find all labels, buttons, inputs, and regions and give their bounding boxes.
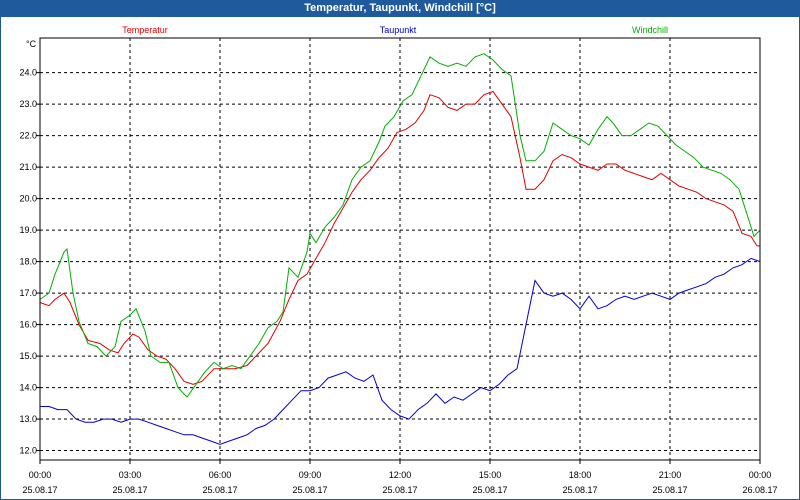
x-tick-time: 09:00 — [299, 470, 322, 480]
y-tick-label: 14.0 — [19, 383, 37, 393]
legend-windchill: Windchill — [632, 25, 668, 35]
series-lines — [39, 53, 761, 445]
y-axis-label: °C — [26, 39, 37, 49]
legend-temperatur: Temperatur — [122, 25, 168, 35]
y-tick-label: 22.0 — [19, 131, 37, 141]
x-tick-date: 26.08.17 — [742, 485, 777, 495]
y-tick-label: 18.0 — [19, 257, 37, 267]
x-tick-time: 03:00 — [119, 470, 142, 480]
x-tick-date: 25.08.17 — [112, 485, 147, 495]
x-tick-time: 00:00 — [749, 470, 772, 480]
y-tick-label: 16.0 — [19, 320, 37, 330]
y-tick-label: 17.0 — [19, 288, 37, 298]
x-tick-time: 21:00 — [659, 470, 682, 480]
x-tick-time: 15:00 — [479, 470, 502, 480]
series-line-taupunkt — [40, 257, 761, 445]
x-tick-date: 25.08.17 — [652, 485, 687, 495]
legend-taupunkt: Taupunkt — [380, 25, 417, 35]
x-tick-date: 25.08.17 — [22, 485, 57, 495]
legend: Temperatur Taupunkt Windchill — [122, 25, 668, 35]
y-tick-label: 23.0 — [19, 99, 37, 109]
series-line-windchill — [39, 53, 761, 398]
x-tick-time: 18:00 — [569, 470, 592, 480]
y-tick-label: 15.0 — [19, 351, 37, 361]
x-axis-ticks: 00:00 25.08.17 03:00 25.08.17 06:00 25.08.17 0… — [22, 460, 778, 495]
chart-title: Temperatur, Taupunkt, Windchill [°C] — [0, 0, 800, 17]
x-tick-date: 25.08.17 — [292, 485, 327, 495]
x-tick-time: 06:00 — [209, 470, 232, 480]
y-tick-label: 13.0 — [19, 414, 37, 424]
y-tick-label: 12.0 — [19, 446, 37, 456]
y-axis-ticks: 12.0 13.0 14.0 15.0 16.0 17.0 18.0 19.0 20.0 21.0… — [19, 68, 40, 456]
grid — [40, 38, 760, 460]
y-tick-label: 19.0 — [19, 225, 37, 235]
x-tick-date: 25.08.17 — [202, 485, 237, 495]
x-tick-time: 00:00 — [29, 470, 52, 480]
y-tick-label: 21.0 — [19, 162, 37, 172]
x-tick-time: 12:00 — [389, 470, 412, 480]
x-tick-date: 25.08.17 — [382, 485, 417, 495]
y-tick-label: 24.0 — [19, 68, 37, 78]
x-tick-date: 25.08.17 — [472, 485, 507, 495]
x-tick-date: 25.08.17 — [562, 485, 597, 495]
series-line-temperatur — [39, 90, 760, 385]
y-tick-label: 20.0 — [19, 194, 37, 204]
plot-frame — [39, 37, 761, 461]
